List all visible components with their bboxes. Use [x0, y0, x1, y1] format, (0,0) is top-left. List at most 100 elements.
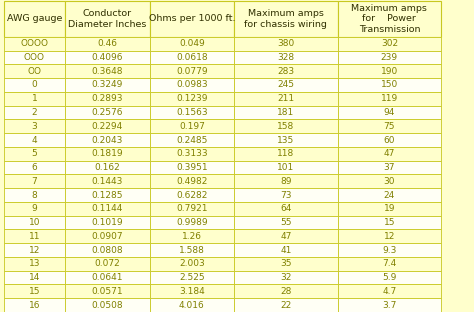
Text: 3: 3 [31, 122, 37, 131]
Bar [234, 202, 337, 216]
Text: 47: 47 [280, 232, 292, 241]
Bar [234, 174, 337, 188]
Text: 0.2576: 0.2576 [91, 108, 123, 117]
Bar [337, 147, 441, 161]
Text: 0.7921: 0.7921 [176, 204, 208, 213]
Bar [337, 92, 441, 106]
Text: 9.3: 9.3 [382, 246, 397, 255]
Bar [234, 1, 337, 37]
Bar [337, 161, 441, 174]
Text: 64: 64 [280, 204, 292, 213]
Bar [337, 64, 441, 78]
Text: 0.0983: 0.0983 [176, 80, 208, 90]
Bar [150, 229, 234, 243]
Bar [150, 51, 234, 64]
Text: 3.184: 3.184 [179, 287, 205, 296]
Bar [150, 174, 234, 188]
Bar [65, 243, 150, 257]
Bar [4, 106, 65, 119]
Text: 4.7: 4.7 [382, 287, 396, 296]
Bar [234, 161, 337, 174]
Text: 0.1144: 0.1144 [91, 204, 123, 213]
Text: 328: 328 [277, 53, 294, 62]
Text: 118: 118 [277, 149, 294, 158]
Bar [234, 243, 337, 257]
Text: 12: 12 [29, 246, 40, 255]
Text: 28: 28 [280, 287, 292, 296]
Bar [234, 64, 337, 78]
Text: 0.3133: 0.3133 [176, 149, 208, 158]
Bar [337, 229, 441, 243]
Bar [150, 271, 234, 285]
Bar [337, 243, 441, 257]
Text: 0.0571: 0.0571 [91, 287, 123, 296]
Bar [234, 285, 337, 298]
Text: 16: 16 [28, 301, 40, 310]
Bar [4, 188, 65, 202]
Text: 0.0508: 0.0508 [91, 301, 123, 310]
Bar [150, 216, 234, 229]
Text: OO: OO [27, 67, 41, 76]
Text: 6: 6 [31, 163, 37, 172]
Bar [337, 106, 441, 119]
Bar [150, 285, 234, 298]
Bar [65, 133, 150, 147]
Bar [65, 1, 150, 37]
Text: 0.162: 0.162 [94, 163, 120, 172]
Text: Ohms per 1000 ft.: Ohms per 1000 ft. [149, 14, 235, 23]
Text: 2.525: 2.525 [179, 273, 205, 282]
Bar [234, 133, 337, 147]
Text: 32: 32 [280, 273, 292, 282]
Bar [65, 37, 150, 51]
Bar [234, 147, 337, 161]
Text: 190: 190 [381, 67, 398, 76]
Bar [337, 78, 441, 92]
Bar [234, 92, 337, 106]
Text: 15: 15 [383, 218, 395, 227]
Bar [65, 78, 150, 92]
Text: 47: 47 [383, 149, 395, 158]
Text: 0.3951: 0.3951 [176, 163, 208, 172]
Bar [65, 174, 150, 188]
Text: 19: 19 [383, 204, 395, 213]
Text: 0.6282: 0.6282 [176, 191, 208, 200]
Bar [4, 174, 65, 188]
Bar [4, 51, 65, 64]
Bar [337, 1, 441, 37]
Bar [4, 229, 65, 243]
Text: 10: 10 [28, 218, 40, 227]
Bar [337, 37, 441, 51]
Bar [150, 257, 234, 271]
Text: 0.0618: 0.0618 [176, 53, 208, 62]
Bar [337, 119, 441, 133]
Text: 0.4982: 0.4982 [176, 177, 208, 186]
Bar [234, 78, 337, 92]
Bar [337, 51, 441, 64]
Text: 0.3648: 0.3648 [91, 67, 123, 76]
Text: 302: 302 [381, 39, 398, 48]
Text: 0.0641: 0.0641 [91, 273, 123, 282]
Bar [4, 216, 65, 229]
Text: 0.9989: 0.9989 [176, 218, 208, 227]
Text: 4.016: 4.016 [179, 301, 205, 310]
Bar [337, 188, 441, 202]
Bar [150, 119, 234, 133]
Bar [4, 147, 65, 161]
Bar [150, 188, 234, 202]
Bar [150, 133, 234, 147]
Bar [65, 147, 150, 161]
Text: 9: 9 [31, 204, 37, 213]
Bar [150, 243, 234, 257]
Bar [337, 285, 441, 298]
Bar [65, 216, 150, 229]
Text: 0: 0 [31, 80, 37, 90]
Text: 0.197: 0.197 [179, 122, 205, 131]
Bar [337, 271, 441, 285]
Bar [150, 202, 234, 216]
Bar [150, 1, 234, 37]
Text: 5: 5 [31, 149, 37, 158]
Text: 4: 4 [32, 135, 37, 144]
Bar [4, 37, 65, 51]
Bar [65, 271, 150, 285]
Bar [4, 257, 65, 271]
